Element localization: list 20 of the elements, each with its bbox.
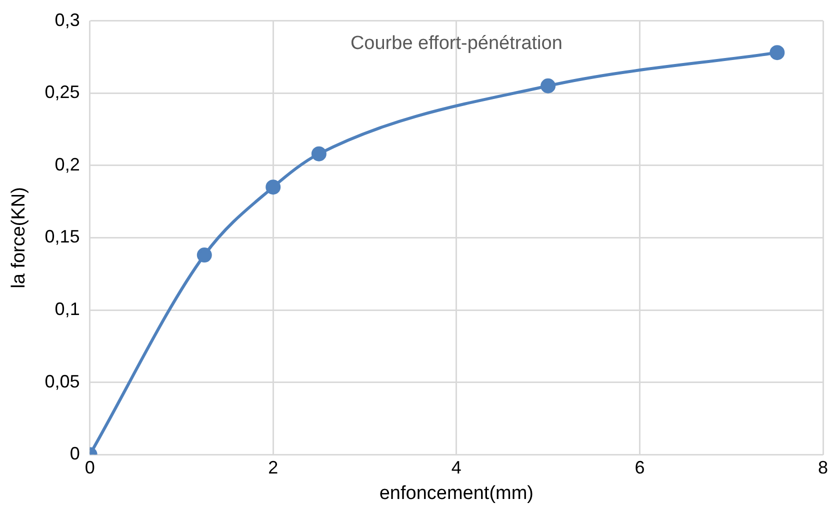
y-tick-label: 0,15 — [44, 226, 80, 247]
x-tick-label: 2 — [268, 457, 278, 478]
x-tick-label: 0 — [84, 457, 95, 478]
y-tick-label: 0 — [70, 444, 80, 464]
point — [770, 45, 785, 60]
x-tick-label: 6 — [634, 457, 645, 478]
x-tick-label: 4 — [451, 457, 462, 478]
x-axis-title: enfoncement(mm) — [379, 482, 534, 504]
y-tick-label: 0,25 — [44, 82, 80, 102]
y-axis-title: la force(KN) — [8, 187, 30, 288]
point — [196, 248, 212, 263]
y-tick-label: 0,2 — [54, 154, 80, 174]
y-tick-label: 0,1 — [54, 298, 80, 319]
point — [540, 78, 556, 94]
y-tick-label: 0,05 — [44, 371, 80, 392]
x-tick-label: 8 — [818, 457, 828, 478]
point — [311, 146, 326, 162]
y-tick-label: 0,3 — [54, 10, 80, 30]
point — [266, 180, 281, 195]
text: Courbe effort-pénétration — [350, 33, 562, 54]
